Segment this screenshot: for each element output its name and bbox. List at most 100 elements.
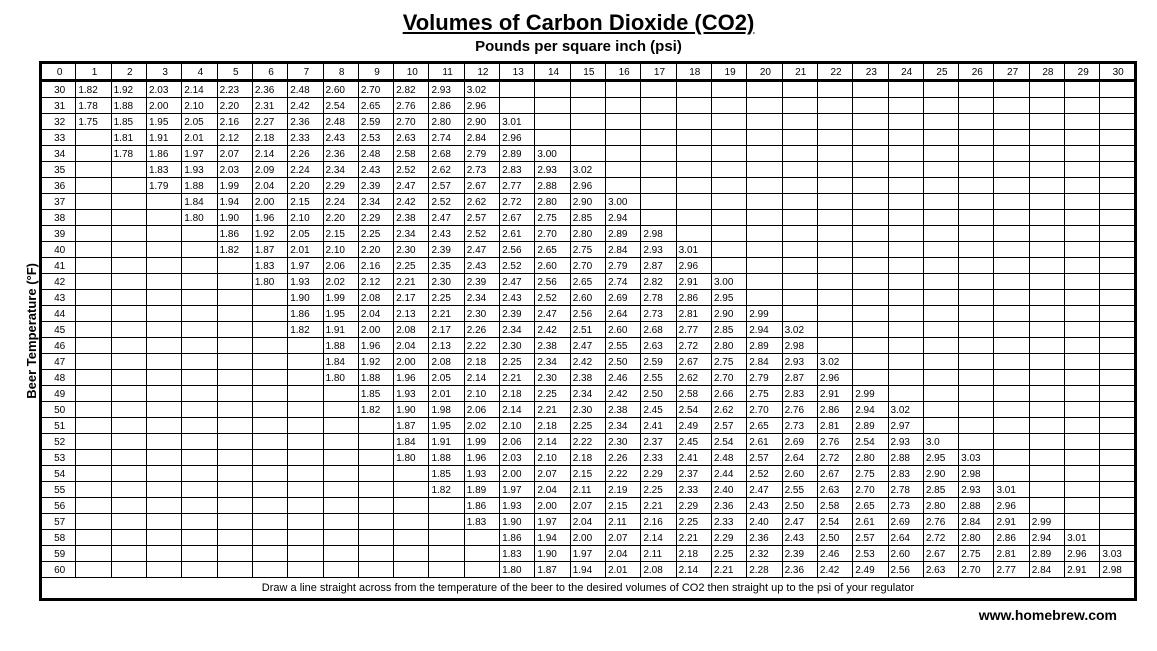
cell: 2.91 [817,386,852,402]
cell: 2.41 [676,450,711,466]
cell [747,290,782,306]
cell: 2.02 [464,418,499,434]
cell [535,81,570,98]
cell [1100,130,1136,146]
cell [182,354,217,370]
cell: 2.21 [429,306,464,322]
cell [1029,81,1064,98]
cell [676,114,711,130]
cell [782,274,817,290]
cell [1065,482,1100,498]
cell [782,178,817,194]
cell: 2.30 [535,370,570,386]
cell [217,370,252,386]
cell [252,562,287,578]
cell: 2.80 [535,194,570,210]
cell [747,162,782,178]
cell: 2.34 [323,162,358,178]
cell [923,322,958,338]
cell [182,338,217,354]
cell: 2.35 [429,258,464,274]
cell [76,450,111,466]
cell: 1.99 [217,178,252,194]
temp-label: 50 [41,402,76,418]
cell [1029,418,1064,434]
cell [853,354,888,370]
cell [182,290,217,306]
cell: 2.34 [535,354,570,370]
cell [959,338,994,354]
cell: 2.04 [570,514,605,530]
cell: 2.32 [747,546,782,562]
cell [747,258,782,274]
cell [1100,210,1136,226]
cell [994,226,1029,242]
cell: 2.18 [535,418,570,434]
cell: 2.85 [711,322,746,338]
cell [76,546,111,562]
cell [1100,402,1136,418]
cell: 2.38 [394,210,429,226]
cell: 1.82 [288,322,323,338]
cell [182,450,217,466]
table-row: 541.851.932.002.072.152.222.292.372.442.… [41,466,1136,482]
cell: 1.88 [182,178,217,194]
cell [1065,306,1100,322]
cell: 2.96 [500,130,535,146]
cell [323,466,358,482]
cell [76,418,111,434]
cell [146,498,181,514]
cell [888,322,923,338]
cell [711,146,746,162]
cell [288,546,323,562]
psi-col-21: 21 [782,63,817,81]
cell [711,98,746,114]
cell [1065,114,1100,130]
temp-label: 42 [41,274,76,290]
cell: 1.87 [252,242,287,258]
cell: 1.98 [429,402,464,418]
cell: 2.70 [570,258,605,274]
cell: 2.54 [676,402,711,418]
cell [394,514,429,530]
cell [323,546,358,562]
cell [323,386,358,402]
cell: 2.62 [429,162,464,178]
psi-col-12: 12 [464,63,499,81]
cell [76,242,111,258]
cell [76,402,111,418]
cell [853,226,888,242]
cell: 2.78 [888,482,923,498]
cell: 2.72 [923,530,958,546]
cell: 2.19 [606,482,641,498]
cell: 2.77 [500,178,535,194]
cell: 2.04 [535,482,570,498]
cell [146,226,181,242]
cell [394,498,429,514]
cell: 2.94 [606,210,641,226]
cell: 2.33 [676,482,711,498]
cell: 2.18 [252,130,287,146]
cell [676,162,711,178]
cell [959,178,994,194]
cell [853,322,888,338]
cell [146,370,181,386]
cell [1065,274,1100,290]
cell [182,386,217,402]
cell: 2.30 [606,434,641,450]
cell: 2.88 [888,450,923,466]
table-row: 431.901.992.082.172.252.342.432.522.602.… [41,290,1136,306]
cell: 1.78 [111,146,146,162]
cell: 1.84 [323,354,358,370]
cell [782,146,817,162]
cell [323,450,358,466]
cell [1065,178,1100,194]
cell: 2.47 [394,178,429,194]
cell: 2.68 [429,146,464,162]
cell: 1.95 [146,114,181,130]
cell [923,290,958,306]
cell [711,178,746,194]
cell [1065,146,1100,162]
cell: 2.75 [747,386,782,402]
cell [394,546,429,562]
